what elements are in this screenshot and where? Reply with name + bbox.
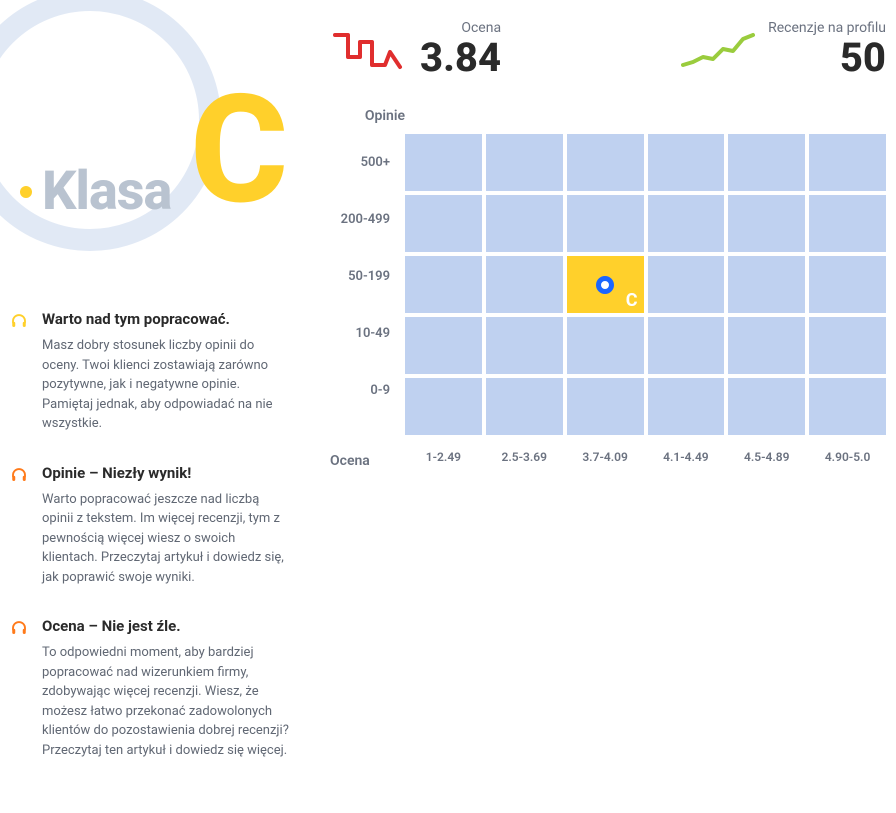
- heatmap-cell: [648, 256, 725, 313]
- y-tick: 50-199: [330, 248, 405, 305]
- heatmap-x-axis: 1-2.492.5-3.693.7-4.094.1-4.494.5-4.894.…: [405, 450, 886, 469]
- tip-item: Opinie – Niezły wynik! Warto popracować …: [10, 464, 290, 588]
- tip-body: Warto popracować jeszcze nad liczbą opin…: [42, 490, 290, 588]
- heatmap-cell: [405, 134, 482, 191]
- heatmap-cell: [486, 317, 563, 374]
- headphones-icon: [10, 619, 30, 760]
- heatmap-cell: [728, 378, 805, 435]
- headphones-icon: [10, 312, 30, 434]
- grade-dot: [20, 186, 32, 198]
- heatmap-cell: [728, 256, 805, 313]
- heatmap-cell: [405, 317, 482, 374]
- heatmap-cell: [405, 256, 482, 313]
- heatmap-cell: [486, 195, 563, 252]
- tip-body: To odpowiedni moment, aby bardziej popra…: [42, 643, 290, 760]
- y-tick: 500+: [330, 134, 405, 191]
- heatmap-cell: [405, 378, 482, 435]
- tip-item: Ocena – Nie jest źle. To odpowiedni mome…: [10, 617, 290, 760]
- heatmap-x-title: Ocena: [330, 453, 370, 469]
- tip-item: Warto nad tym popracować. Masz dobry sto…: [10, 310, 290, 434]
- tip-title: Opinie – Niezły wynik!: [42, 464, 290, 482]
- heatmap-cell: [486, 378, 563, 435]
- heatmap-cell: [728, 195, 805, 252]
- heatmap-cell: [486, 134, 563, 191]
- spark-down-icon: [330, 27, 410, 72]
- grade-letter: C: [190, 75, 288, 225]
- stat-score-value: 3.84: [420, 38, 501, 78]
- heatmap-cell: [567, 195, 644, 252]
- heatmap-cell: [809, 317, 886, 374]
- x-tick: 4.1-4.49: [648, 450, 725, 469]
- heatmap-cell: [648, 195, 725, 252]
- heatmap-cell: [809, 256, 886, 313]
- stat-score: Ocena 3.84: [330, 20, 501, 78]
- x-tick: 4.5-4.89: [728, 450, 805, 469]
- spark-up-icon: [678, 27, 758, 72]
- heatmap-cell: [648, 134, 725, 191]
- heatmap-cell: [648, 378, 725, 435]
- heatmap-cell: [728, 134, 805, 191]
- klasa-label: Klasa: [42, 160, 171, 223]
- heatmap-cell: [567, 317, 644, 374]
- grade-header: Klasa C: [10, 20, 290, 260]
- heatmap-y-title: Opinie: [330, 108, 405, 124]
- heatmap-cell: C: [567, 256, 644, 313]
- heatmap-cells: C: [405, 134, 886, 435]
- heatmap-cell: [809, 378, 886, 435]
- tip-title: Warto nad tym popracować.: [42, 310, 290, 328]
- y-tick: 0-9: [330, 362, 405, 419]
- heatmap-cell: [567, 134, 644, 191]
- heatmap-cell: [809, 195, 886, 252]
- tips-list: Warto nad tym popracować. Masz dobry sto…: [10, 310, 290, 760]
- x-tick: 2.5-3.69: [486, 450, 563, 469]
- heatmap-y-axis: 500+200-49950-19910-490-9: [330, 134, 405, 435]
- headphones-icon: [10, 466, 30, 588]
- heatmap-cell: [809, 134, 886, 191]
- cell-marker: [596, 276, 614, 294]
- heatmap-cell: [648, 317, 725, 374]
- stat-reviews-value: 50: [768, 38, 886, 78]
- x-tick: 1-2.49: [405, 450, 482, 469]
- tip-title: Ocena – Nie jest źle.: [42, 617, 290, 635]
- x-tick: 3.7-4.09: [567, 450, 644, 469]
- y-tick: 10-49: [330, 305, 405, 362]
- stat-reviews: Recenzje na profilu 50: [678, 20, 886, 78]
- heatmap: Opinie 500+200-49950-19910-490-9 C Ocena…: [330, 108, 886, 469]
- heatmap-cell: [567, 378, 644, 435]
- heatmap-cell: [486, 256, 563, 313]
- cell-letter: C: [626, 290, 638, 311]
- tip-body: Masz dobry stosunek liczby opinii do oce…: [42, 336, 290, 434]
- x-tick: 4.90-5.0: [809, 450, 886, 469]
- heatmap-cell: [728, 317, 805, 374]
- heatmap-cell: [405, 195, 482, 252]
- y-tick: 200-499: [330, 191, 405, 248]
